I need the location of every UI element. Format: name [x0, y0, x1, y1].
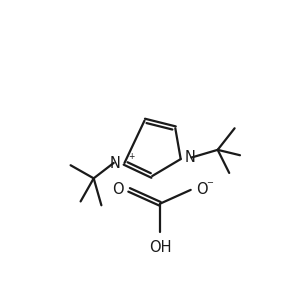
Text: $\mathregular{^-}$: $\mathregular{^-}$	[205, 179, 214, 192]
Text: O: O	[112, 182, 124, 197]
Text: O: O	[196, 182, 208, 197]
Text: N: N	[110, 156, 121, 171]
Text: OH: OH	[149, 240, 171, 255]
Text: $\mathregular{^+}$: $\mathregular{^+}$	[127, 152, 136, 163]
Text: N: N	[184, 150, 195, 165]
